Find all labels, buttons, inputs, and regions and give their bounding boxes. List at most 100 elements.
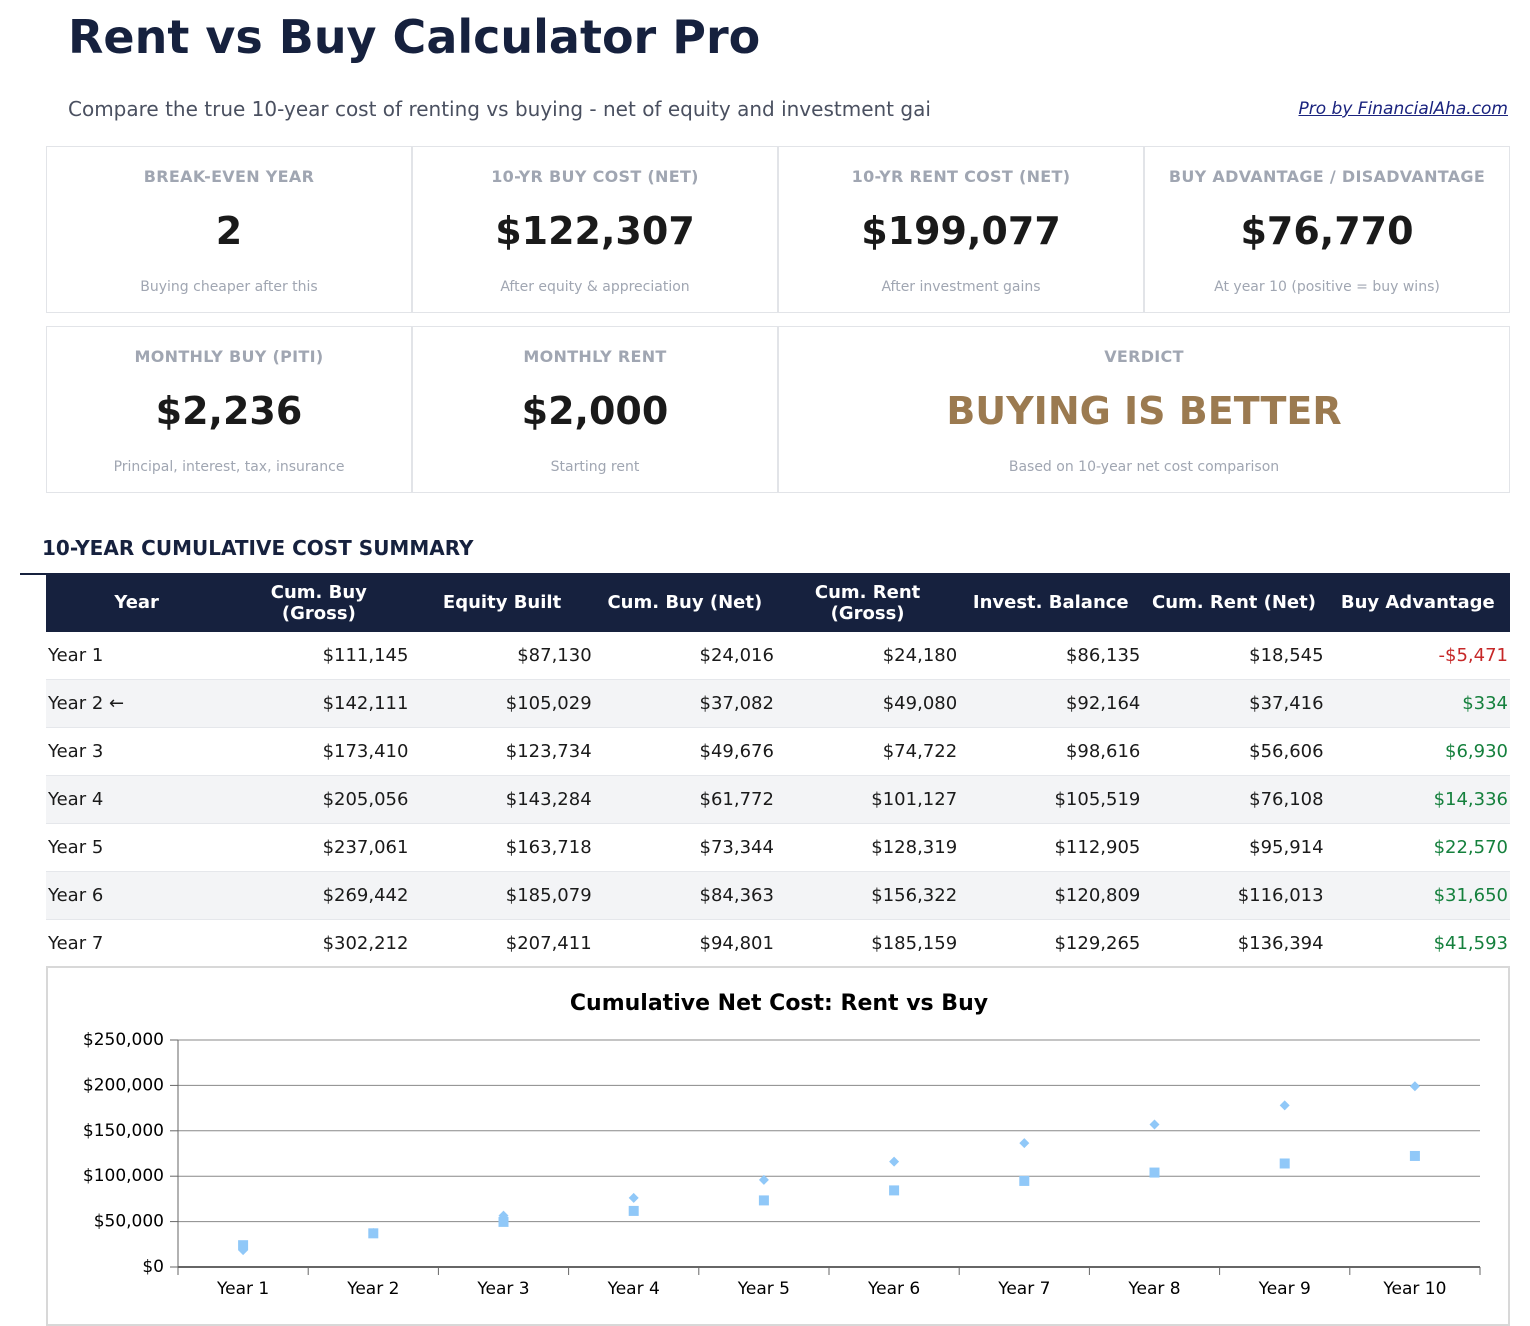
table-row: Year 1 $111,145 $87,130 $24,016 $24,180 $86,1… xyxy=(46,632,1510,680)
table-cell: $156,322 xyxy=(775,871,960,920)
table-cell: Year 5 xyxy=(46,823,228,872)
metric-card: MONTHLY RENT $2,000 Starting rent xyxy=(412,326,778,493)
x-tick-label: Year 7 xyxy=(997,1279,1050,1299)
card-label: BUY ADVANTAGE / DISADVANTAGE xyxy=(1168,167,1486,186)
x-tick-label: Year 3 xyxy=(476,1279,529,1299)
column-header: Cum. Rent (Gross) xyxy=(775,573,960,632)
card-value: 2 xyxy=(215,209,243,253)
table-cell: $142,111 xyxy=(227,679,411,728)
card-value: BUYING IS BETTER xyxy=(946,389,1342,433)
x-tick-label: Year 1 xyxy=(216,1279,269,1299)
table-cell: $37,082 xyxy=(593,679,776,728)
table-cell: $105,519 xyxy=(959,775,1143,824)
column-header: Cum. Buy (Gross) xyxy=(227,573,411,632)
chart: Cumulative Net Cost: Rent vs Buy $0 $50,0… xyxy=(83,991,1481,1299)
table-cell: $24,016 xyxy=(593,632,776,680)
point xyxy=(758,1195,769,1206)
table-cell: Year 3 xyxy=(46,727,228,776)
card-note: After equity & appreciation xyxy=(500,279,690,295)
table-row: Year 4 $205,056 $143,284 $61,772 $101,127 $10… xyxy=(46,775,1510,824)
card-value: $2,000 xyxy=(521,389,669,433)
card-label: VERDICT xyxy=(1104,347,1184,366)
metric-card: MONTHLY BUY (PITI) $2,236 Principal, inter… xyxy=(46,326,412,493)
card-note: Buying cheaper after this xyxy=(140,279,318,295)
metric-card: VERDICT BUYING IS BETTER Based on 10-year … xyxy=(778,326,1510,493)
table-cell: $61,772 xyxy=(593,775,776,824)
x-tick-label: Year 4 xyxy=(607,1279,660,1299)
table-cell: Year 1 xyxy=(46,632,228,680)
table-cell: $22,570 xyxy=(1325,823,1510,872)
point xyxy=(889,1156,900,1167)
table-cell: $94,801 xyxy=(593,919,776,968)
card-value: $2,236 xyxy=(155,389,303,433)
subtitle: Compare the true 10-year cost of renting… xyxy=(68,97,931,121)
table-cell: $116,013 xyxy=(1142,871,1326,920)
table-cell: $101,127 xyxy=(775,775,960,824)
point xyxy=(1149,1167,1160,1178)
table-cell: $73,344 xyxy=(593,823,776,872)
point xyxy=(1279,1100,1290,1111)
card-note: After investment gains xyxy=(881,279,1041,295)
x-tick-label: Year 2 xyxy=(346,1279,399,1299)
point xyxy=(628,1192,639,1203)
brand-link[interactable]: Pro by FinancialAha.com xyxy=(1298,99,1508,119)
point xyxy=(1149,1119,1160,1130)
point xyxy=(368,1228,379,1239)
table-cell: $128,319 xyxy=(775,823,960,872)
table-cell: $37,416 xyxy=(1142,679,1326,728)
metric-card: BREAK-EVEN YEAR 2 Buying cheaper after thi… xyxy=(46,146,412,313)
card-label: MONTHLY RENT xyxy=(523,347,667,366)
point xyxy=(238,1240,249,1251)
chart-title: Cumulative Net Cost: Rent vs Buy xyxy=(570,991,988,1016)
table-cell: $334 xyxy=(1325,679,1510,728)
table-cell: $112,905 xyxy=(959,823,1143,872)
table-cell: $207,411 xyxy=(410,919,594,968)
metric-card: 10-YR RENT COST (NET) $199,077 After inves… xyxy=(778,146,1144,313)
section-rule xyxy=(20,573,46,575)
table-cell: Year 2 ← xyxy=(46,679,228,728)
table-cell: $86,135 xyxy=(959,632,1143,680)
x-tick-label: Year 10 xyxy=(1382,1279,1446,1299)
card-label: 10-YR RENT COST (NET) xyxy=(851,167,1071,186)
x-tick-label: Year 9 xyxy=(1258,1279,1311,1299)
table-cell: $56,606 xyxy=(1142,727,1326,776)
point xyxy=(1019,1138,1030,1149)
card-label: BREAK-EVEN YEAR xyxy=(143,167,315,186)
table-cell: $205,056 xyxy=(227,775,411,824)
table-cell: $31,650 xyxy=(1325,871,1510,920)
table-cell: -$5,471 xyxy=(1325,632,1510,680)
table-cell: Year 6 xyxy=(46,871,228,920)
column-header: Year xyxy=(46,573,228,632)
point xyxy=(498,1210,509,1221)
y-tick-label: $100,000 xyxy=(83,1166,164,1186)
point xyxy=(758,1174,769,1185)
table-cell: $185,079 xyxy=(410,871,594,920)
x-tick-label: Year 6 xyxy=(867,1279,920,1299)
table-row: Year 6 $269,442 $185,079 $84,363 $156,322 $12… xyxy=(46,871,1510,920)
y-tick-label: $200,000 xyxy=(83,1075,164,1095)
table-cell: $74,722 xyxy=(775,727,960,776)
table-cell: $111,145 xyxy=(227,632,411,680)
table-cell: $76,108 xyxy=(1142,775,1326,824)
card-note: Principal, interest, tax, insurance xyxy=(113,459,345,475)
table-cell: $49,080 xyxy=(775,679,960,728)
table-cell: $136,394 xyxy=(1142,919,1326,968)
table-row: Year 5 $237,061 $163,718 $73,344 $128,319 $11… xyxy=(46,823,1510,872)
y-tick-label: $150,000 xyxy=(83,1121,164,1141)
card-value: $122,307 xyxy=(495,209,695,253)
y-tick-label: $50,000 xyxy=(94,1212,164,1232)
table-row: Year 3 $173,410 $123,734 $49,676 $74,722 $98,… xyxy=(46,727,1510,776)
x-tick-label: Year 8 xyxy=(1127,1279,1180,1299)
table-cell: $41,593 xyxy=(1325,919,1510,968)
table-cell: $87,130 xyxy=(410,632,594,680)
column-header: Cum. Rent (Net) xyxy=(1142,573,1326,632)
table-cell: $123,734 xyxy=(410,727,594,776)
x-tick-label: Year 5 xyxy=(737,1279,790,1299)
point xyxy=(1279,1158,1290,1169)
table-cell: $98,616 xyxy=(959,727,1143,776)
table-cell: $173,410 xyxy=(227,727,411,776)
page-title: Rent vs Buy Calculator Pro xyxy=(68,10,761,64)
card-label: MONTHLY BUY (PITI) xyxy=(134,347,324,366)
y-tick-label: $250,000 xyxy=(83,1030,164,1050)
